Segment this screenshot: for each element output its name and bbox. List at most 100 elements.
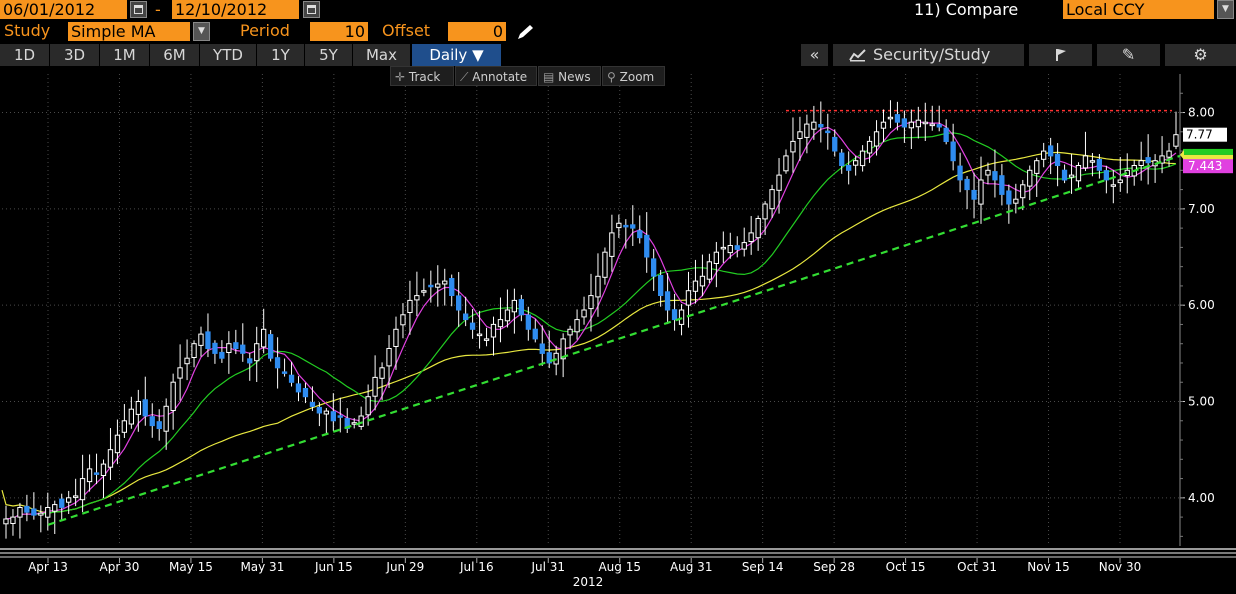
x-tick-label: Sep 28 <box>813 560 855 574</box>
candle-up <box>170 381 176 412</box>
end-date-input[interactable]: 12/10/2012 <box>172 0 299 19</box>
x-tick-label: Jun 15 <box>314 560 353 574</box>
tab-daily[interactable]: Daily ▼ <box>412 44 502 66</box>
candle-down <box>651 258 657 277</box>
track-label: Track <box>408 70 441 84</box>
candle-down <box>671 309 678 321</box>
candle-up <box>769 189 775 210</box>
candle-up <box>1138 160 1144 166</box>
offset-input[interactable]: 0 <box>448 22 506 41</box>
candle-down <box>240 344 246 354</box>
tab-6m[interactable]: 6M <box>150 44 200 66</box>
end-calendar-icon[interactable] <box>303 1 320 18</box>
candle-up <box>588 295 594 310</box>
candle-up <box>52 504 58 512</box>
tab-3d[interactable]: 3D <box>50 44 100 66</box>
y-tick-label: 4.00 <box>1188 491 1215 505</box>
candle-up <box>741 242 747 250</box>
candle-up <box>873 131 880 147</box>
track-tool[interactable]: ✛ Track <box>390 66 454 86</box>
y-tick-label: 6.00 <box>1188 298 1215 312</box>
candle-up <box>10 516 16 525</box>
candle-down <box>971 189 977 200</box>
candle-down <box>825 130 831 134</box>
candle-down <box>936 124 942 128</box>
candle-up <box>1082 155 1089 169</box>
study-dropdown-icon[interactable]: ▼ <box>193 22 210 41</box>
candle-down <box>623 224 629 228</box>
separator-line <box>0 556 1236 558</box>
candle-down <box>1054 153 1061 167</box>
x-tick-label: May 31 <box>240 560 284 574</box>
tab-ytd[interactable]: YTD <box>200 44 257 66</box>
x-tick-label: Sep 14 <box>742 560 784 574</box>
candle-up <box>853 160 859 166</box>
candle-down <box>664 291 671 311</box>
price-chart[interactable]: 4.00 5.00 6.00 7.00 8.00 7.77 7.443 Apr 13 Apr 3… <box>0 66 1236 594</box>
candle-up <box>1166 150 1172 158</box>
candle-down <box>24 505 30 513</box>
start-calendar-icon[interactable] <box>130 1 147 18</box>
ma-value-label: 7.443 <box>1188 159 1222 173</box>
settings-button[interactable]: ⚙ <box>1164 44 1236 66</box>
candle-down <box>93 472 100 475</box>
candle-down <box>1103 170 1109 181</box>
candle-up <box>1075 165 1082 182</box>
news-tool[interactable]: ▤ News <box>538 66 601 86</box>
annotate-tool[interactable]: ⟋ Annotate <box>455 66 537 86</box>
x-tick-label: Aug 15 <box>598 560 641 574</box>
candle-down <box>832 136 838 152</box>
candle-up <box>866 140 873 154</box>
x-tick-label: Apr 13 <box>28 560 68 574</box>
candle-down <box>1061 169 1068 181</box>
candle-up <box>73 495 79 498</box>
x-tick-label: Jun 29 <box>385 560 424 574</box>
candle-up <box>497 319 504 328</box>
candle-down <box>658 275 664 296</box>
tab-1m[interactable]: 1M <box>100 44 150 66</box>
edit-button[interactable]: ✎ <box>1096 44 1160 66</box>
security-study-button[interactable]: Security/Study <box>832 44 1024 66</box>
candle-down <box>469 322 476 330</box>
zoom-tool[interactable]: ⚲ Zoom <box>602 66 665 86</box>
date-separator: - <box>155 0 161 19</box>
news-label: News <box>558 70 591 84</box>
candle-up <box>414 295 420 301</box>
tab-max[interactable]: Max <box>353 44 411 66</box>
candle-down <box>302 388 309 398</box>
candle-up <box>1159 155 1165 164</box>
candle-up <box>887 116 894 120</box>
pencil-icon[interactable] <box>515 23 537 41</box>
tab-5y[interactable]: 5Y <box>305 44 353 66</box>
start-date-input[interactable]: 06/01/2012 <box>0 0 127 19</box>
candle-down <box>957 165 963 181</box>
flag-button[interactable] <box>1028 44 1092 66</box>
collapse-button[interactable]: « <box>800 44 828 66</box>
separator-line <box>0 548 1236 550</box>
candle-up <box>574 319 580 333</box>
tab-1y[interactable]: 1Y <box>257 44 305 66</box>
candle-down <box>846 165 852 171</box>
candle-up <box>442 280 448 285</box>
candle-up <box>135 401 141 415</box>
candle-up <box>38 512 44 516</box>
candle-up <box>811 121 817 130</box>
candle-up <box>476 333 483 337</box>
candle-up <box>699 275 706 287</box>
candle-down <box>525 314 532 330</box>
candle-up <box>908 121 915 129</box>
ma-yellow-line <box>1 151 1177 514</box>
study-select[interactable]: Simple MA <box>68 22 190 41</box>
candle-down <box>281 371 288 374</box>
period-input[interactable]: 10 <box>310 22 368 41</box>
tab-1d[interactable]: 1D <box>0 44 50 66</box>
candle-up <box>86 468 93 483</box>
compare-button[interactable]: 11) Compare <box>914 0 1019 19</box>
candle-down <box>309 402 316 407</box>
candle-up <box>100 463 107 477</box>
currency-select[interactable]: Local CCY <box>1063 0 1214 19</box>
study-label: Study <box>4 21 51 40</box>
candle-up <box>184 357 190 365</box>
y-tick-label: 8.00 <box>1188 106 1215 120</box>
currency-dropdown-icon[interactable]: ▼ <box>1217 0 1234 19</box>
